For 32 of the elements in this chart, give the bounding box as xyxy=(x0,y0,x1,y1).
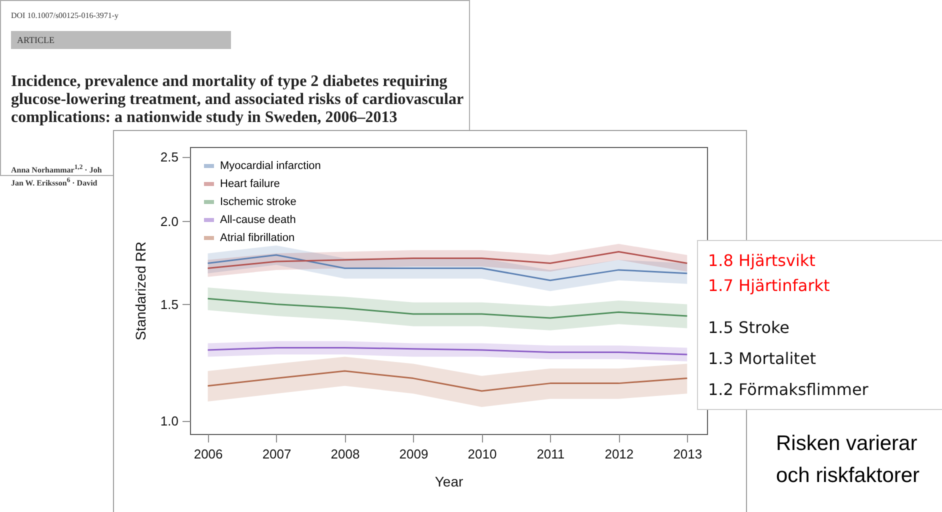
line-series xyxy=(207,346,688,356)
text-box: 1.8 Hjärtsvikt 1.7 Hjärtinfarkt 1.5 Stroke 1.3 Mortalitet 1.2 Förmaksflimmer xyxy=(697,240,942,410)
y-tick-label: 1.5 xyxy=(160,296,178,312)
text: Risken varierar xyxy=(776,432,918,456)
legend-label: Atrial fibrillation xyxy=(220,232,295,244)
x-tick-label: 2011 xyxy=(536,446,565,462)
x-axis-title: Year xyxy=(434,474,464,490)
line-series xyxy=(207,370,688,392)
line-series xyxy=(207,251,688,269)
legend-label: All-cause death xyxy=(220,214,296,226)
x-tick-label: 2006 xyxy=(194,446,223,462)
y-tick-label: 2.5 xyxy=(160,150,178,165)
x-tick-label: 2007 xyxy=(262,446,292,462)
x-tick-label: 2013 xyxy=(673,446,702,462)
legend-label: Heart failure xyxy=(220,178,280,190)
text: Anna Norhammar$^{1,2}$ · Joh xyxy=(11,164,102,175)
line-series xyxy=(207,298,688,319)
x-tick-label: 2010 xyxy=(468,446,497,462)
text: Jan W. Eriksson$^{6}$ · David xyxy=(11,177,98,188)
line-series xyxy=(207,254,688,282)
x-tick-label: 2008 xyxy=(330,446,360,462)
legend-label: Myocardial infarction xyxy=(220,160,321,172)
text: ARTICLE xyxy=(11,31,231,49)
y-tick-label: 2.0 xyxy=(160,214,178,229)
y-axis-title: Standarized RR xyxy=(132,242,148,340)
chart-title: Incidence, prevalence and mortality of type 2 diabetes requiring glucose-lowering treatment, and associated risks of cardiovascular complications: a nationwide study in Sweden, 2006–2013 xyxy=(11,73,464,127)
text: och riskfaktorer xyxy=(776,464,920,488)
x-tick-label: 2012 xyxy=(604,446,634,462)
legend-label: Ischemic stroke xyxy=(220,196,296,208)
y-tick-label: 1.0 xyxy=(160,414,178,429)
text: DOI 10.1007/s00125-016-3971-y xyxy=(11,11,119,20)
x-tick-label: 2009 xyxy=(399,446,428,462)
